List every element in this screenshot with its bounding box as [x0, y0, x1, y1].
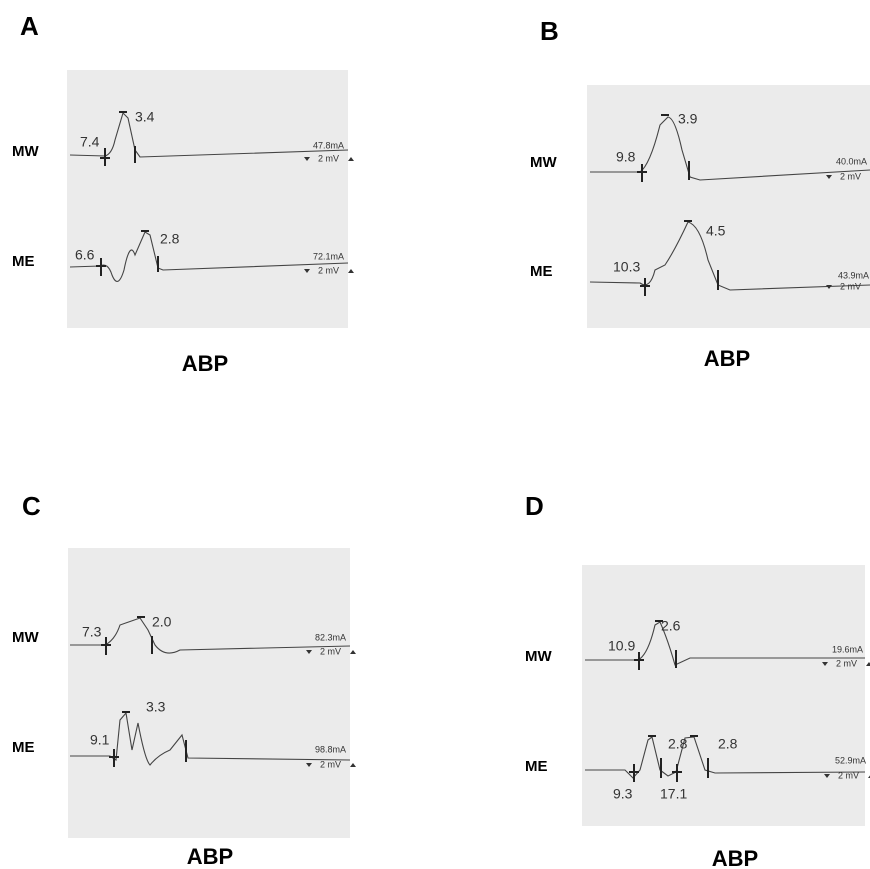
annotation: 2.8	[160, 231, 180, 247]
scale-up-arrow	[866, 662, 870, 666]
trace-name: MW	[525, 648, 552, 665]
trace-name: ME	[12, 739, 35, 756]
trace-name: MW	[530, 154, 557, 171]
page: A ABP MW 7.4 3.4 47.8mA 2 mV ME 6.6 2.8 72.1mA 2 mV…	[0, 0, 870, 869]
panel-label: C	[22, 491, 41, 521]
scale-label: 2 mV	[320, 646, 341, 656]
panel-label: A	[20, 11, 39, 41]
scale-label: 2 mV	[838, 770, 859, 780]
annotation: 10.9	[608, 638, 635, 654]
annotation: 3.9	[678, 111, 698, 127]
trace-name: MW	[12, 629, 39, 646]
figure: A ABP MW 7.4 3.4 47.8mA 2 mV ME 6.6 2.8 72.1mA 2 mV…	[0, 0, 870, 869]
annotation: 7.3	[82, 624, 102, 640]
current-label: 98.8mA	[315, 744, 346, 754]
caption: ABP	[182, 351, 228, 376]
trace-name: ME	[525, 758, 548, 775]
annotation: 17.1	[660, 786, 687, 802]
annotation: 2.6	[661, 618, 681, 634]
scale-up-arrow	[350, 763, 356, 767]
scale-label: 2 mV	[836, 658, 857, 668]
current-label: 82.3mA	[315, 632, 346, 642]
current-label: 40.0mA	[836, 156, 867, 166]
current-label: 52.9mA	[835, 755, 866, 765]
trace-name: MW	[12, 143, 39, 160]
scale-up-arrow	[348, 269, 354, 273]
annotation: 9.1	[90, 732, 110, 748]
annotation: 10.3	[613, 259, 640, 275]
current-label: 72.1mA	[313, 251, 344, 261]
panel-background	[68, 548, 350, 838]
trace-name: ME	[530, 263, 553, 280]
caption: ABP	[704, 346, 750, 371]
annotation: 3.4	[135, 109, 155, 125]
current-label: 43.9mA	[838, 270, 869, 280]
annotation: 9.3	[613, 786, 633, 802]
scale-up-arrow	[348, 157, 354, 161]
scale-label: 2 mV	[318, 265, 339, 275]
scale-label: 2 mV	[840, 171, 861, 181]
trace-name: ME	[12, 253, 35, 270]
annotation: 4.5	[706, 223, 726, 239]
annotation: 3.3	[146, 699, 166, 715]
scale-label: 2 mV	[318, 153, 339, 163]
current-label: 47.8mA	[313, 140, 344, 150]
annotation: 7.4	[80, 134, 100, 150]
panel-background	[67, 70, 348, 328]
panel-label: B	[540, 16, 559, 46]
annotation: 2.8	[718, 736, 738, 752]
annotation: 2.8	[668, 736, 688, 752]
current-label: 19.6mA	[832, 644, 863, 654]
scale-up-arrow	[350, 650, 356, 654]
panel-background	[587, 85, 870, 328]
caption: ABP	[187, 844, 233, 869]
annotation: 9.8	[616, 149, 636, 165]
panel-label: D	[525, 491, 544, 521]
annotation: 6.6	[75, 247, 95, 263]
annotation: 2.0	[152, 614, 172, 630]
scale-label: 2 mV	[320, 759, 341, 769]
caption: ABP	[712, 846, 758, 869]
scale-label: 2 mV	[840, 281, 861, 291]
